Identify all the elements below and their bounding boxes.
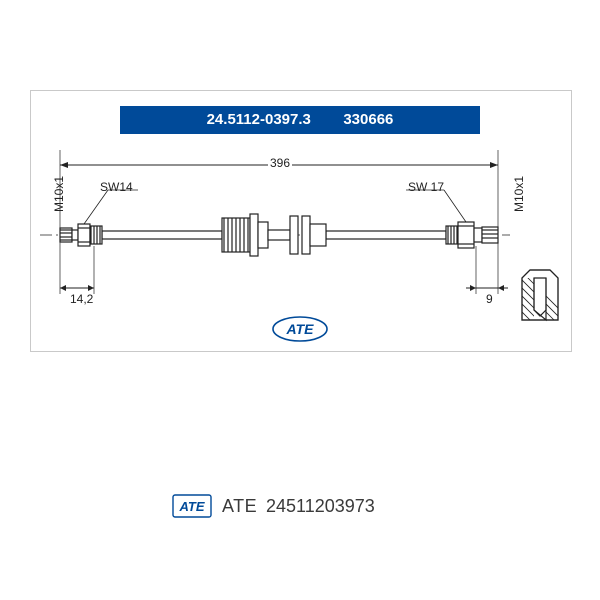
- dim-tip-right: 9: [484, 292, 495, 306]
- sw-left-label: SW14: [100, 180, 133, 194]
- thread-right-label: M10x1: [512, 176, 526, 212]
- thread-left-label: M10x1: [52, 176, 66, 212]
- footer-brand-text: ATE: [222, 496, 257, 517]
- sw-right-label: SW 17: [408, 180, 444, 194]
- footer-ate-logo-icon: ATE: [172, 494, 212, 523]
- dim-length-main: 396: [268, 156, 292, 170]
- ate-logo-icon: ATE: [272, 316, 328, 348]
- svg-text:ATE: ATE: [178, 499, 204, 514]
- brake-hose-diagram: [30, 90, 570, 350]
- svg-text:ATE: ATE: [286, 321, 315, 337]
- footer-part-number: 24511203973: [266, 496, 375, 517]
- canvas: 24.5112-0397.3 330666: [0, 0, 600, 600]
- dim-tip-left: 14,2: [68, 292, 95, 306]
